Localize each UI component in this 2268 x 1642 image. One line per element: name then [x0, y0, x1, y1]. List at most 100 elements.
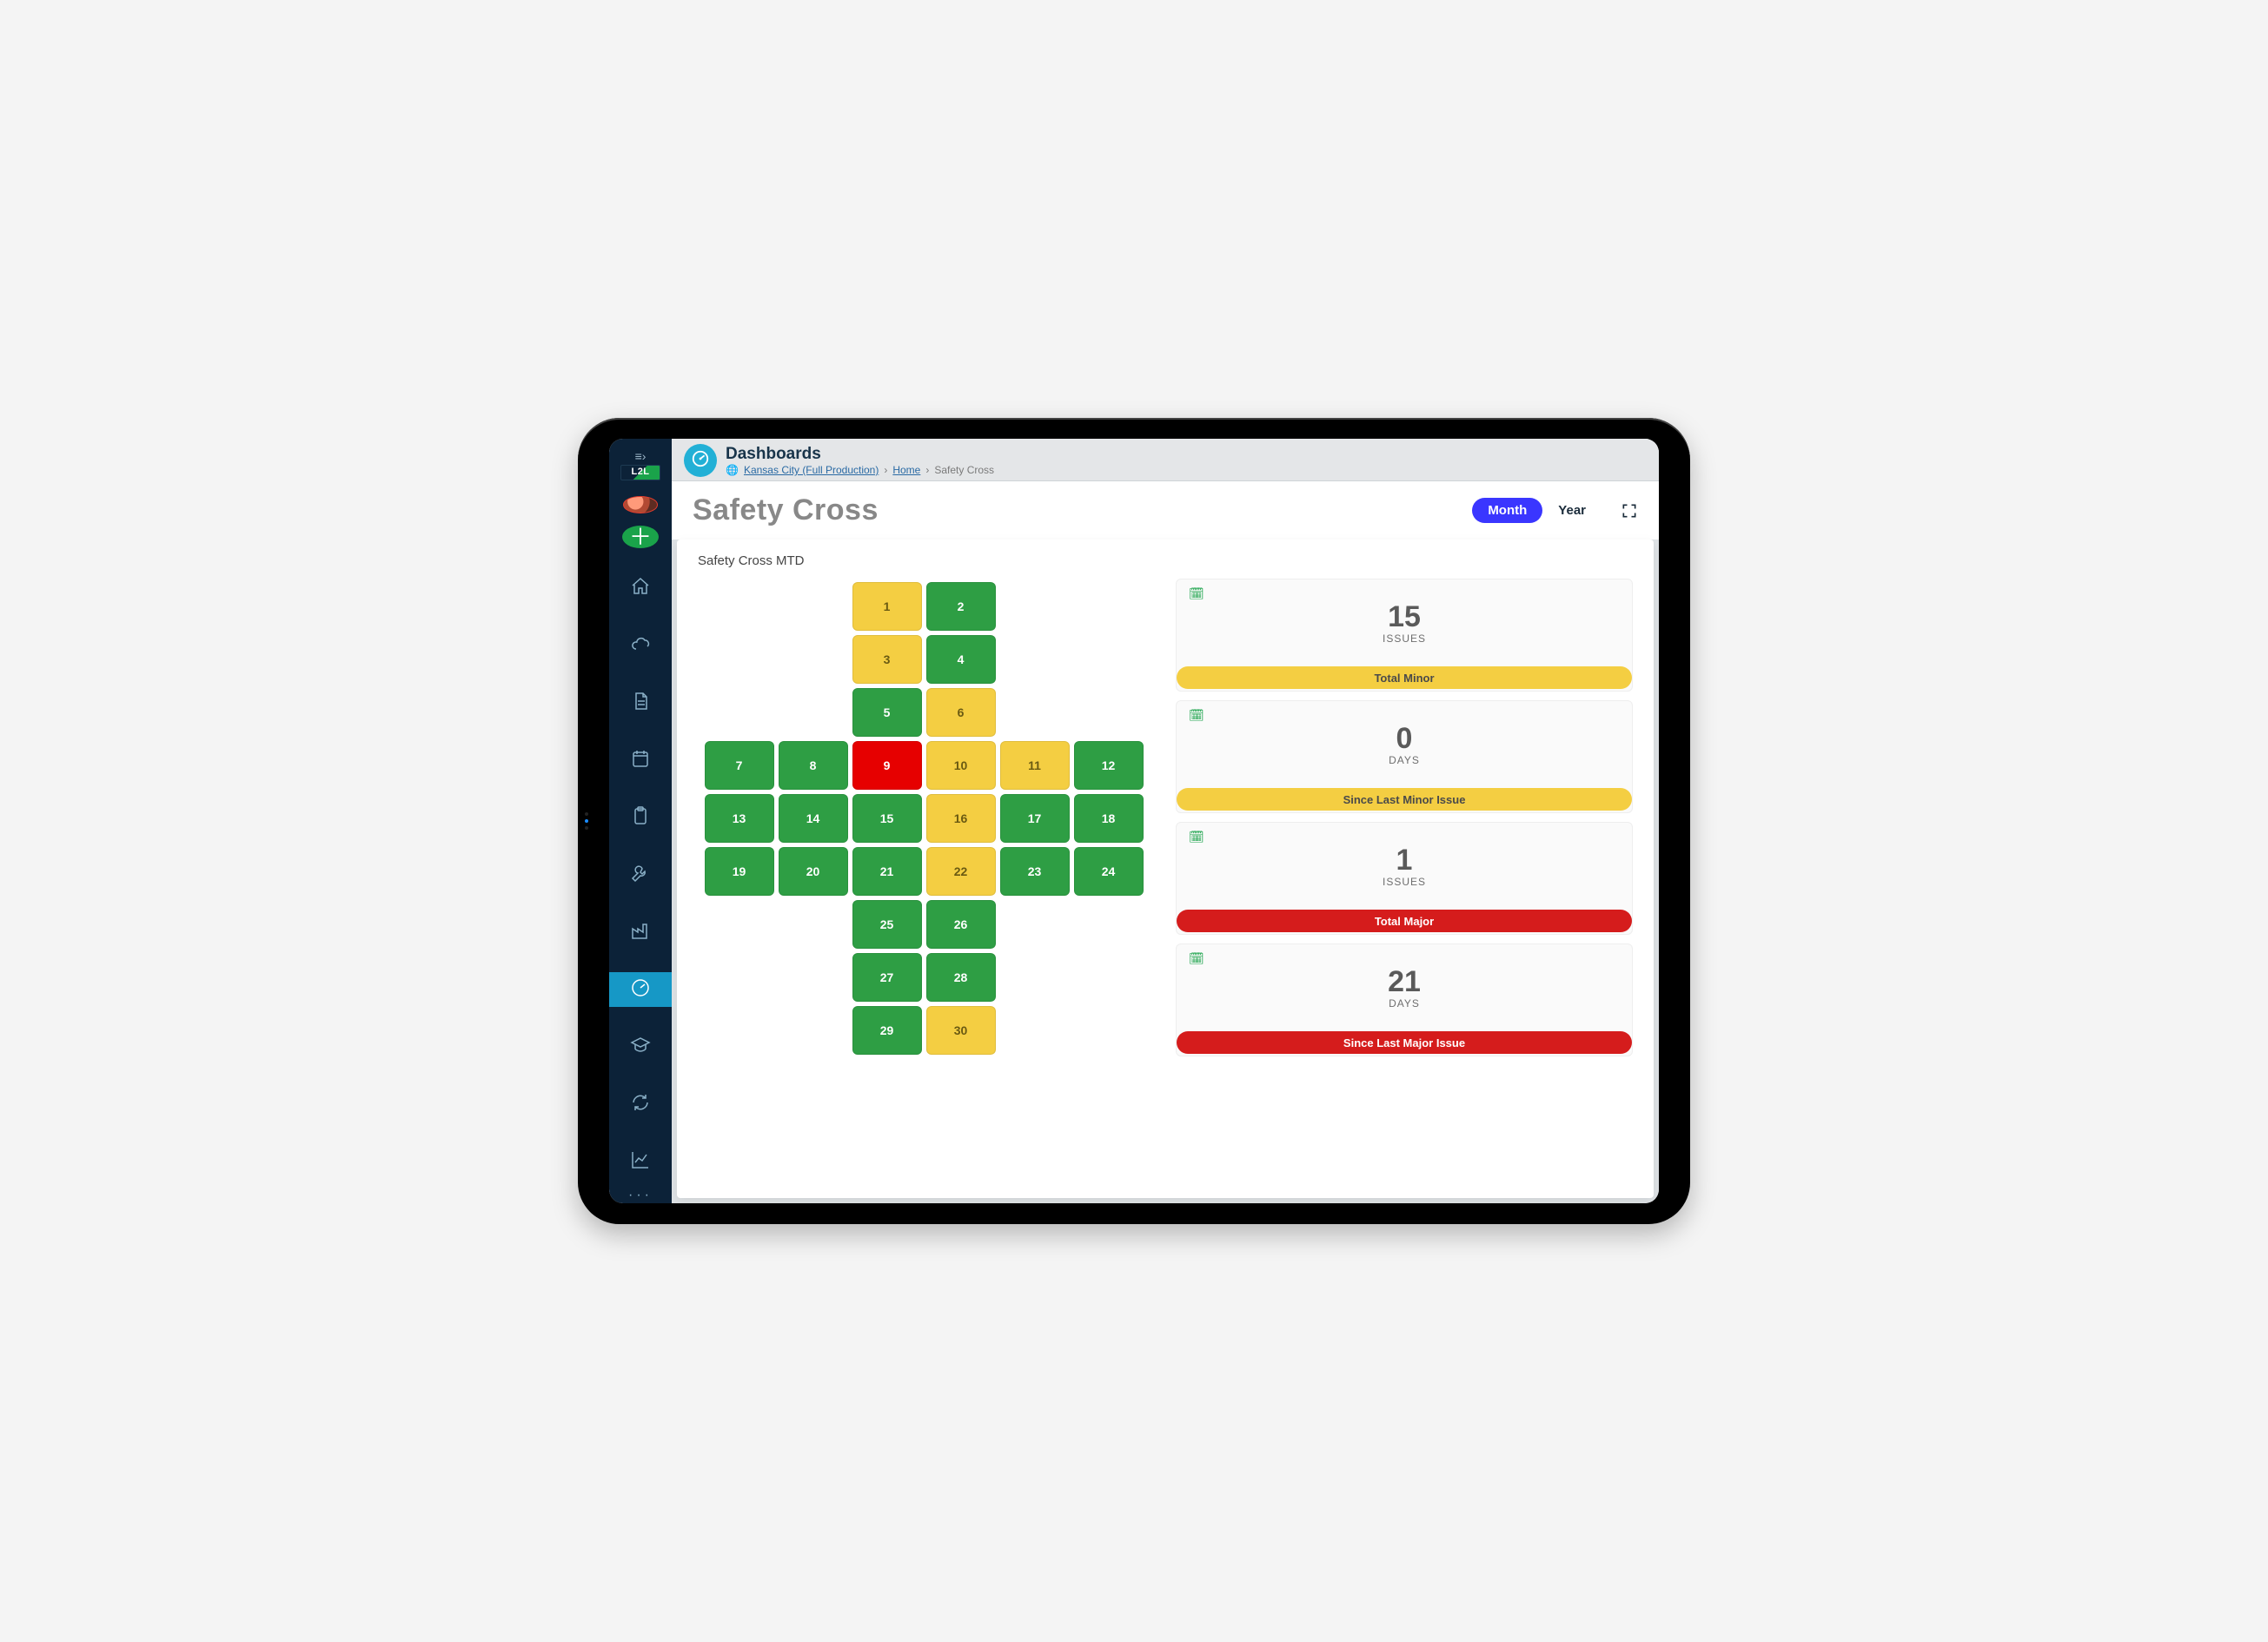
panel: Safety Cross MTD 12345678910111213141516… [677, 540, 1654, 1198]
brand-logo-text: L2L [631, 467, 649, 477]
range-option-month[interactable]: Month [1472, 498, 1542, 523]
collapse-sidebar-icon[interactable]: ≡› [628, 449, 653, 463]
sidebar-item-clipboard[interactable] [609, 800, 672, 835]
screen: ≡› L2L ＋ ··· Dashboards 🌐Kans [609, 439, 1659, 1203]
safety-cross-day[interactable]: 23 [1000, 847, 1070, 896]
page-title: Safety Cross [693, 493, 879, 527]
safety-cross-day[interactable]: 22 [926, 847, 996, 896]
safety-cross-day[interactable]: 10 [926, 741, 996, 790]
sidebar: ≡› L2L ＋ ··· [609, 439, 672, 1203]
breadcrumb-item[interactable]: Kansas City (Full Production) [744, 464, 879, 476]
safety-cross-day[interactable]: 2 [926, 582, 996, 631]
stat-card: 🗓 0DAYS Since Last Minor Issue [1176, 700, 1633, 813]
section-badge [684, 444, 717, 477]
safety-cross-day[interactable]: 13 [705, 794, 774, 843]
safety-cross-day[interactable]: 6 [926, 688, 996, 737]
safety-cross-day[interactable]: 16 [926, 794, 996, 843]
safety-cross-day[interactable]: 17 [1000, 794, 1070, 843]
safety-cross-day[interactable]: 7 [705, 741, 774, 790]
stat-card: 🗓 15ISSUES Total Minor [1176, 579, 1633, 692]
sidebar-item-wrench[interactable] [609, 857, 672, 892]
cloud-icon [630, 633, 651, 659]
safety-cross-day[interactable]: 18 [1074, 794, 1144, 843]
safety-cross-day[interactable]: 3 [852, 635, 922, 684]
fullscreen-icon[interactable] [1621, 502, 1638, 520]
sidebar-item-learn[interactable] [609, 1030, 672, 1064]
cap-icon [630, 1035, 651, 1060]
stat-card: 🗓 1ISSUES Total Major [1176, 822, 1633, 935]
avatar[interactable] [623, 496, 658, 513]
sidebar-item-calendar[interactable] [609, 743, 672, 778]
breadcrumb-item[interactable]: Home [892, 464, 920, 476]
sidebar-item-home[interactable] [609, 571, 672, 606]
cycle-icon [630, 1092, 651, 1117]
sidebar-item-cycle[interactable] [609, 1087, 672, 1122]
calendar-icon: 🗓 [1189, 830, 1204, 844]
stat-label-bar: Since Last Major Issue [1177, 1031, 1632, 1054]
calendar-icon: 🗓 [1189, 708, 1204, 723]
section-header: Dashboards 🌐 Kansas City (Full Production… [672, 439, 1659, 481]
stat-value: 1 [1396, 844, 1413, 877]
breadcrumb: 🌐 Kansas City (Full Production) › Home › Safe… [726, 464, 994, 476]
sidebar-item-gauge[interactable] [609, 972, 672, 1007]
calendar-icon [630, 748, 651, 773]
stat-value: 0 [1396, 722, 1413, 756]
safety-cross-day[interactable]: 11 [1000, 741, 1070, 790]
panel-columns: 1234567891011121314151617181920212223242… [698, 579, 1633, 1056]
stat-unit: DAYS [1389, 754, 1420, 766]
safety-cross-day[interactable]: 26 [926, 900, 996, 949]
safety-cross-day[interactable]: 24 [1074, 847, 1144, 896]
stat-label-bar: Since Last Minor Issue [1177, 788, 1632, 811]
stat-label-bar: Total Minor [1177, 666, 1632, 689]
safety-cross-day[interactable]: 9 [852, 741, 922, 790]
safety-cross-day[interactable]: 25 [852, 900, 922, 949]
safety-cross-day[interactable]: 1 [852, 582, 922, 631]
more-icon[interactable]: ··· [628, 1188, 653, 1203]
page-titlebar: Safety Cross MonthYear [672, 481, 1659, 540]
factory-icon [630, 920, 651, 945]
trend-icon [630, 1149, 651, 1175]
home-icon [630, 576, 651, 601]
safety-cross-day[interactable]: 8 [779, 741, 848, 790]
calendar-icon: 🗓 [1189, 586, 1204, 601]
globe-icon: 🌐 [726, 464, 739, 476]
sidebar-item-trend[interactable] [609, 1144, 672, 1179]
panel-title: Safety Cross MTD [698, 553, 1633, 568]
add-button[interactable]: ＋ [622, 526, 659, 548]
stat-unit: ISSUES [1383, 632, 1426, 645]
breadcrumb-item: Safety Cross [934, 464, 994, 476]
stat-value: 21 [1388, 965, 1421, 999]
safety-cross-day[interactable]: 12 [1074, 741, 1144, 790]
safety-cross-day[interactable]: 19 [705, 847, 774, 896]
safety-cross-day[interactable]: 4 [926, 635, 996, 684]
gauge-icon [630, 977, 651, 1003]
breadcrumb-sep: › [925, 464, 929, 476]
stat-label-bar: Total Major [1177, 910, 1632, 932]
main: Dashboards 🌐 Kansas City (Full Production… [672, 439, 1659, 1203]
breadcrumb-sep: › [884, 464, 887, 476]
sidebar-item-cloud[interactable] [609, 628, 672, 663]
safety-cross-day[interactable]: 27 [852, 953, 922, 1002]
section-title: Dashboards [726, 445, 994, 464]
sidebar-item-factory[interactable] [609, 915, 672, 950]
stat-unit: DAYS [1389, 997, 1420, 1010]
safety-cross-day[interactable]: 14 [779, 794, 848, 843]
safety-cross-day[interactable]: 28 [926, 953, 996, 1002]
safety-cross-day[interactable]: 21 [852, 847, 922, 896]
tablet-frame: ≡› L2L ＋ ··· Dashboards 🌐Kans [578, 418, 1690, 1224]
safety-cross-day[interactable]: 29 [852, 1006, 922, 1055]
page-title-actions: MonthYear [1472, 498, 1638, 523]
stat-value: 15 [1388, 600, 1421, 634]
gauge-icon [691, 449, 710, 473]
safety-cross-day[interactable]: 30 [926, 1006, 996, 1055]
plus-icon: ＋ [629, 526, 652, 548]
safety-cross-day[interactable]: 5 [852, 688, 922, 737]
sidebar-item-document[interactable] [609, 685, 672, 720]
range-option-year[interactable]: Year [1542, 498, 1602, 523]
stat-unit: ISSUES [1383, 876, 1426, 888]
safety-cross-day[interactable]: 15 [852, 794, 922, 843]
safety-cross: 1234567891011121314151617181920212223242… [705, 582, 1144, 1055]
stats-column: 🗓15ISSUESTotal Minor🗓0DAYSSince Last Min… [1176, 579, 1633, 1056]
brand-logo[interactable]: L2L [620, 465, 660, 480]
safety-cross-day[interactable]: 20 [779, 847, 848, 896]
